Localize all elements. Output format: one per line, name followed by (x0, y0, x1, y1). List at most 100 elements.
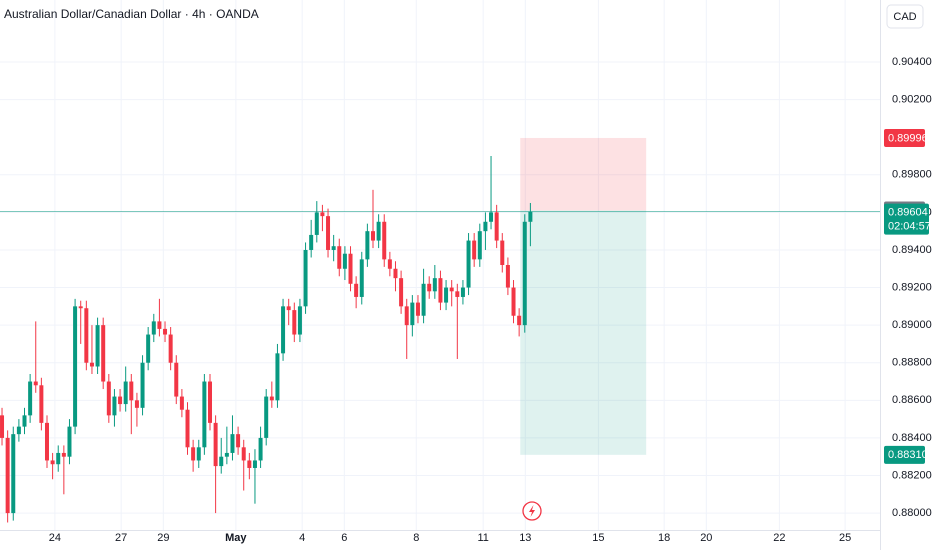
candle-body (421, 283, 426, 316)
last-price-label: 0.89604 (888, 207, 928, 219)
candle-body (528, 211, 533, 222)
x-tick-label: 15 (592, 532, 604, 544)
candle-body (16, 426, 21, 435)
candle-body (331, 246, 336, 250)
candle-body (95, 325, 100, 367)
candle-body (483, 221, 488, 232)
candle-body (472, 240, 477, 260)
candle-body (224, 452, 229, 457)
candle-body (73, 306, 78, 427)
candle-body (297, 306, 302, 335)
candle-body (56, 452, 61, 465)
target-zone (520, 210, 647, 455)
last-price-box (884, 203, 929, 235)
y-tick-label: 0.88000 (892, 507, 932, 519)
candle-body (269, 396, 274, 401)
candle-body (163, 328, 168, 335)
currency: CAD (893, 11, 916, 23)
candle-body (438, 278, 443, 303)
candle-body (106, 381, 111, 416)
x-tick-label: 13 (519, 532, 531, 544)
candle-body (292, 310, 297, 335)
candle-body (444, 287, 449, 303)
candle-body (123, 381, 128, 405)
candle-body (348, 253, 353, 284)
candle-body (157, 321, 162, 329)
stop-price-label: 0.89996 (888, 132, 928, 144)
stop-zone (520, 137, 647, 211)
candle-body (33, 381, 38, 386)
candle-body (11, 434, 16, 514)
x-tick-label: 11 (477, 532, 488, 544)
y-tick-label: 0.89800 (892, 169, 932, 181)
candle-body (399, 278, 404, 307)
candle-body (460, 287, 465, 297)
candle-body (494, 212, 499, 241)
candle-body (370, 231, 375, 241)
candle-body (264, 396, 269, 438)
candle-body (365, 231, 370, 260)
y-tick-label: 0.88800 (892, 357, 932, 369)
candle-body (191, 447, 196, 461)
candle-body (213, 422, 218, 467)
y-tick-label: 0.88600 (892, 394, 932, 406)
candle-body (0, 415, 5, 438)
candle-body (354, 283, 359, 297)
candle-body (5, 437, 10, 514)
candle-body (185, 409, 190, 448)
candle-body (427, 283, 432, 292)
candle-body (410, 302, 415, 326)
candle-body (511, 287, 516, 316)
candle-body (258, 437, 263, 461)
candle-body (174, 362, 179, 397)
candle-body (247, 460, 252, 468)
countdown: 02:04:57 (888, 221, 931, 233)
candle-body (275, 353, 280, 401)
candle-body (359, 259, 364, 297)
candle-body (252, 460, 257, 468)
candle-body (78, 306, 83, 309)
x-tick-label: 29 (157, 532, 169, 544)
x-tick-label: 20 (700, 532, 712, 544)
candle-body (101, 325, 106, 382)
candle-body (404, 306, 409, 326)
x-tick-label: 8 (413, 532, 419, 544)
candle-body (382, 221, 387, 260)
candle-body (89, 362, 94, 367)
candle-body (151, 321, 156, 335)
candle-body (387, 259, 392, 269)
candle-body (129, 381, 134, 401)
candle-body (219, 456, 224, 467)
candle-body (241, 447, 246, 461)
x-tick-label: 27 (115, 532, 127, 544)
x-tick-label: 18 (658, 532, 670, 544)
symbol-title: Australian Dollar/Canadian Dollar · 4h ·… (4, 7, 259, 21)
x-tick-label: 22 (773, 532, 785, 544)
target-price-box (884, 445, 925, 464)
y-tick-label: 0.90200 (892, 94, 932, 106)
candle-body (118, 396, 123, 405)
candle-body (61, 452, 66, 457)
candle-body (112, 396, 117, 416)
candle-body (393, 268, 398, 279)
candle-body (309, 234, 314, 250)
candle-body (236, 434, 241, 448)
candle-body (489, 212, 494, 222)
candle-body (39, 385, 44, 423)
candle-body (337, 246, 342, 269)
y-tick-label: 0.88200 (892, 469, 932, 481)
event-icon[interactable] (522, 501, 542, 521)
candle-body (320, 212, 325, 217)
candle-body (134, 400, 139, 408)
target-price-label: 0.88310 (888, 449, 928, 461)
candle-body (449, 287, 454, 292)
candle-body (500, 240, 505, 265)
currency-button[interactable] (886, 4, 924, 29)
candle-body (281, 306, 286, 354)
candle-body (196, 447, 201, 461)
axes: 0.88000 0.88200 0.88400 0.88600 0.88800 0.890… (49, 56, 932, 544)
candle-body (179, 396, 184, 410)
